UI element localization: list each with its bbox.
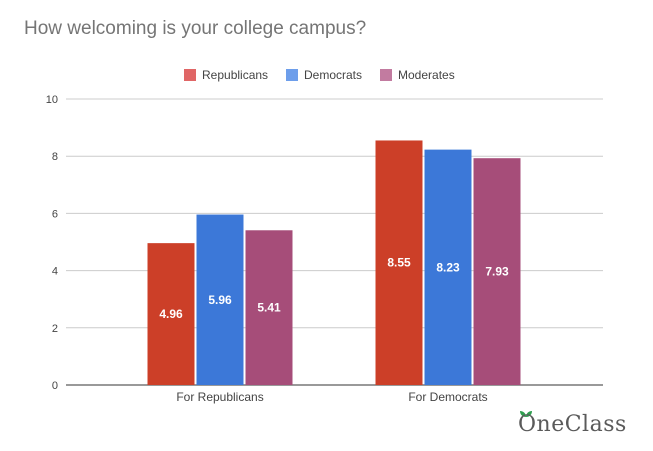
bar-democrats-for-democrats	[424, 149, 472, 385]
leaf-left	[520, 411, 526, 417]
chart-title: How welcoming is your college campus?	[24, 18, 367, 39]
data-label-democrats-for-democrats: 8.23	[436, 260, 460, 274]
data-label-republicans-for-republicans: 4.96	[159, 307, 183, 321]
data-label-moderates-for-democrats: 7.93	[485, 265, 509, 279]
bars	[147, 140, 521, 385]
y-tick-label-4: 4	[52, 266, 58, 278]
bar-republicans-for-democrats	[375, 140, 423, 385]
bar-democrats-for-republicans	[196, 214, 244, 385]
data-labels: 4.96 5.96 5.41 8.55 8.23 7.93	[159, 256, 509, 321]
y-tick-label-8: 8	[52, 151, 58, 163]
data-label-democrats-for-republicans: 5.96	[208, 293, 232, 307]
bar-republicans-for-republicans	[147, 243, 195, 385]
leaf-right	[526, 411, 532, 417]
y-tick-label-6: 6	[52, 208, 58, 220]
bar-moderates-for-democrats	[473, 158, 521, 385]
data-label-moderates-for-republicans: 5.41	[257, 301, 281, 315]
leaf-icon	[520, 411, 532, 417]
oneclass-logo: OneClass	[518, 412, 627, 437]
gridlines	[66, 98, 603, 386]
legend-swatch-republicans	[184, 69, 196, 81]
legend-label-democrats: Democrats	[304, 68, 362, 82]
y-tick-label-0: 0	[52, 380, 58, 392]
legend-label-moderates: Moderates	[398, 68, 455, 82]
legend-swatch-moderates	[380, 69, 392, 81]
y-tick-label-10: 10	[46, 94, 58, 106]
axes: 0 2 4 6 8 10 For Republicans For Democrats	[46, 94, 488, 404]
legend: Republicans Democrats Moderates	[184, 68, 455, 82]
y-tick-label-2: 2	[52, 323, 58, 335]
bar-moderates-for-republicans	[245, 230, 293, 385]
legend-swatch-democrats	[286, 69, 298, 81]
x-category-label-0: For Republicans	[176, 390, 263, 404]
legend-label-republicans: Republicans	[202, 68, 268, 82]
x-category-label-1: For Democrats	[408, 390, 487, 404]
data-label-republicans-for-democrats: 8.55	[387, 256, 411, 270]
